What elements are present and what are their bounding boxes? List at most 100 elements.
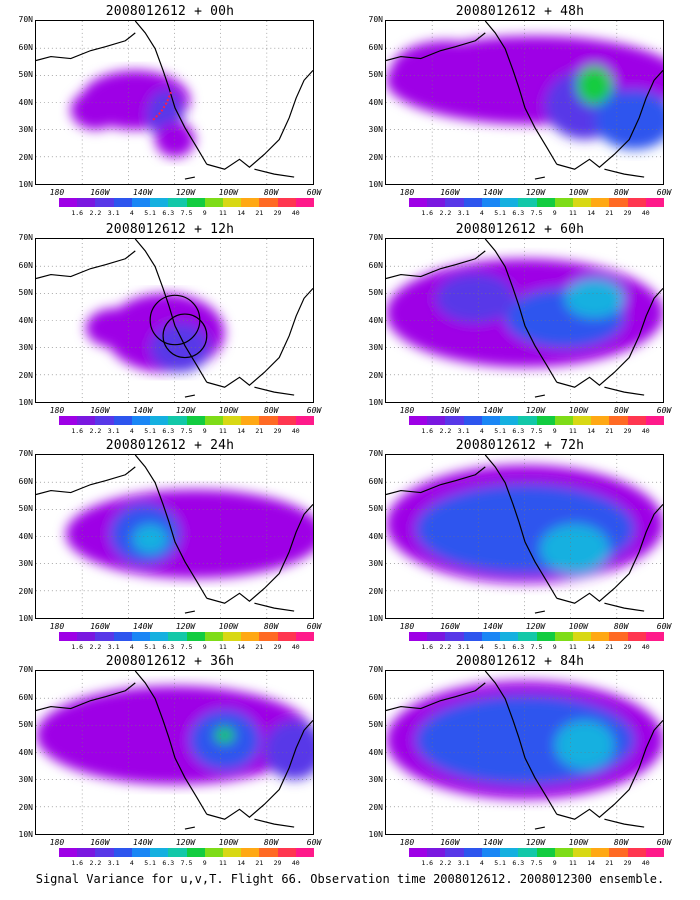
- variance-contour: [65, 489, 313, 579]
- coastline: [386, 21, 663, 180]
- colorbar-swatch: [204, 848, 223, 857]
- colorbar-swatch: [645, 416, 665, 425]
- colorbar-label: 3.1: [107, 427, 120, 435]
- lat-tick-label: 60N: [368, 42, 383, 52]
- lat-tick-label: 10N: [18, 830, 33, 839]
- colorbar-swatch: [409, 198, 428, 207]
- lon-tick-label: 60W: [656, 622, 672, 631]
- colorbar-label: 5.1: [494, 209, 506, 217]
- variance-contour: [435, 273, 516, 323]
- lon-tick-label: 160W: [90, 622, 110, 631]
- colorbar-swatch: [609, 632, 628, 641]
- lat-tick-label: 40N: [368, 747, 383, 757]
- colorbar-label: 29: [623, 643, 632, 651]
- map-plot: [385, 238, 664, 403]
- flight-track: [152, 91, 172, 121]
- panel-title: 2008012612 + 72h: [455, 438, 585, 453]
- lon-tick-label: 140W: [133, 622, 153, 631]
- colorbar-label: 14: [237, 209, 246, 217]
- colorbar-swatch: [554, 198, 573, 207]
- colorbar-label: 40: [641, 209, 650, 217]
- lat-tick-label: 30N: [368, 775, 383, 784]
- lat-tick-label: 60N: [18, 476, 33, 486]
- lat-tick-label: 20N: [368, 586, 383, 596]
- colorbar-swatch: [59, 198, 78, 207]
- lon-tick-label: 140W: [483, 622, 503, 631]
- colorbar-label: 40: [291, 643, 300, 651]
- lat-tick-label: 50N: [368, 504, 383, 513]
- lat-tick-label: 30N: [368, 343, 383, 352]
- lon-tick-label: 140W: [133, 188, 153, 197]
- lat-tick-label: 30N: [18, 559, 33, 568]
- colorbar-swatch: [168, 848, 187, 857]
- colorbar-swatch: [277, 198, 296, 207]
- colorbar-swatch: [518, 632, 537, 641]
- variance-contour: [390, 40, 501, 101]
- lat-tick-label: 10N: [18, 180, 33, 189]
- colorbar-swatch: [627, 198, 646, 207]
- colorbar-swatch: [572, 416, 592, 425]
- colorbar-label: 21: [255, 859, 264, 867]
- colorbar-label: 4: [129, 209, 134, 217]
- colorbar-swatch: [277, 632, 296, 641]
- colorbar-label: 6.3: [162, 209, 175, 217]
- lon-tick-label: 100W: [568, 622, 588, 631]
- colorbar-swatch: [627, 416, 646, 425]
- coastline: [36, 239, 313, 398]
- colorbar-label: 2.2: [89, 427, 102, 435]
- lat-tick-label: 70N: [18, 15, 33, 24]
- colorbar-label: 11: [219, 427, 227, 435]
- lat-tick-label: 40N: [18, 97, 33, 107]
- colorbar-swatch: [409, 416, 428, 425]
- colorbar-swatch: [77, 848, 96, 857]
- colorbar-label: 40: [291, 427, 300, 435]
- colorbar-swatch: [536, 632, 555, 641]
- colorbar-swatch: [427, 848, 446, 857]
- colorbar-label: 5.1: [494, 427, 506, 435]
- panel-title: 2008012612 + 12h: [105, 222, 235, 237]
- colorbar-label: 1.6: [71, 427, 84, 435]
- colorbar-label: 14: [237, 859, 246, 867]
- colorbar-label: 14: [587, 209, 596, 217]
- coastline: [36, 455, 313, 614]
- colorbar-swatch: [186, 416, 205, 425]
- colorbar-swatch: [295, 198, 315, 207]
- lon-tick-label: 180: [49, 622, 65, 631]
- lat-tick-label: 30N: [18, 125, 33, 134]
- colorbar-label: 7.5: [180, 643, 193, 651]
- lon-tick-label: 120W: [525, 838, 546, 847]
- map-panel: 2008012612 + 12h 70N 60N 50N 40N 30N 20N 10N 180…: [0, 218, 340, 435]
- map-plot: [35, 238, 314, 403]
- lat-tick-label: 70N: [368, 449, 383, 458]
- colorbar: [409, 848, 665, 857]
- map-panel: 2008012612 + 60h 70N 60N 50N 40N 30N 20N 10N 180…: [350, 218, 690, 435]
- panel-title: 2008012612 + 84h: [455, 654, 585, 669]
- lat-tick-label: 20N: [18, 370, 33, 380]
- colorbar-label: 6.3: [162, 643, 175, 651]
- colorbar-label: 21: [605, 643, 614, 651]
- lat-tick-label: 40N: [18, 531, 33, 541]
- colorbar-swatch: [204, 632, 223, 641]
- colorbar-swatch: [463, 198, 482, 207]
- colorbar-label: 3.1: [457, 209, 470, 217]
- variance-contour: [132, 524, 169, 554]
- lon-tick-label: 140W: [133, 406, 153, 415]
- colorbar-swatch: [554, 848, 573, 857]
- colorbar-swatch: [536, 848, 555, 857]
- colorbar-label: 1.6: [71, 643, 84, 651]
- colorbar-label: 3.1: [457, 859, 470, 867]
- colorbar-label: 5.1: [494, 859, 506, 867]
- lon-tick-label: 60W: [306, 188, 322, 197]
- colorbar-swatch: [259, 198, 278, 207]
- colorbar-label: 29: [273, 859, 282, 867]
- colorbar-label: 7.5: [180, 209, 193, 217]
- lat-tick-label: 10N: [368, 180, 383, 189]
- colorbar-label: 1.6: [421, 427, 434, 435]
- lon-tick-label: 100W: [218, 838, 238, 847]
- colorbar-label: 29: [273, 209, 282, 217]
- lat-tick-label: 30N: [18, 343, 33, 352]
- lat-tick-label: 40N: [18, 315, 33, 325]
- lat-tick-label: 40N: [368, 315, 383, 325]
- lon-tick-label: 160W: [440, 406, 460, 415]
- colorbar-swatch: [168, 416, 187, 425]
